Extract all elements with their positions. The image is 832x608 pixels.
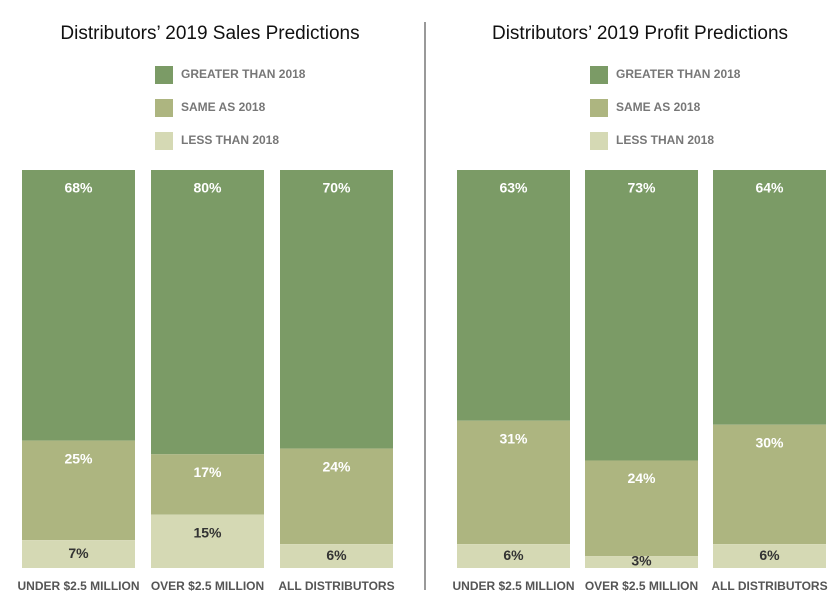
legend-label: SAME AS 2018: [181, 100, 266, 114]
data-label: 73%: [627, 180, 656, 196]
bar-segment: [713, 544, 826, 568]
legend-label: GREATER THAN 2018: [616, 67, 741, 81]
bar-segment: [22, 440, 135, 541]
x-tick-label: OVER $2.5 MILLION: [151, 579, 264, 593]
chart-title: Distributors’ 2019 Profit Predictions: [492, 23, 788, 44]
bar-segment: [151, 170, 264, 455]
data-label: 63%: [499, 180, 528, 196]
legend-label: LESS THAN 2018: [616, 133, 714, 147]
bar-segment: [457, 420, 570, 545]
bar-segment: [585, 170, 698, 461]
bar-segment: [457, 170, 570, 421]
legend-label: GREATER THAN 2018: [181, 67, 306, 81]
bar-segment: [457, 544, 570, 568]
bar-segment: [585, 556, 698, 568]
data-label: 30%: [755, 434, 784, 450]
legend-swatch: [155, 132, 173, 150]
data-label: 31%: [499, 430, 528, 446]
legend-swatch: [590, 132, 608, 150]
data-label: 68%: [64, 180, 93, 196]
data-label: 25%: [64, 450, 93, 466]
legend-label: LESS THAN 2018: [181, 133, 279, 147]
bar-segment: [280, 170, 393, 449]
bar-segment: [713, 424, 826, 545]
bar-segment: [585, 460, 698, 557]
data-label: 3%: [631, 553, 652, 569]
bar-segment: [22, 540, 135, 568]
x-tick-label: UNDER $2.5 MILLION: [452, 579, 574, 593]
data-label: 24%: [322, 458, 351, 474]
data-label: 7%: [68, 545, 89, 561]
data-label: 6%: [503, 547, 524, 563]
bar-segment: [713, 170, 826, 425]
legend-swatch: [155, 66, 173, 84]
data-label: 15%: [193, 524, 222, 540]
data-label: 80%: [193, 180, 222, 196]
x-tick-label: ALL DISTRIBUTORS: [278, 579, 394, 593]
legend-label: SAME AS 2018: [616, 100, 701, 114]
legend-swatch: [590, 99, 608, 117]
data-label: 6%: [326, 547, 347, 563]
bar-segment: [280, 544, 393, 568]
legend-swatch: [155, 99, 173, 117]
bar-segment: [280, 448, 393, 545]
bar-segment: [22, 170, 135, 441]
x-tick-label: OVER $2.5 MILLION: [585, 579, 698, 593]
data-label: 17%: [193, 464, 222, 480]
data-label: 6%: [759, 547, 780, 563]
data-label: 24%: [627, 470, 656, 486]
x-tick-label: UNDER $2.5 MILLION: [17, 579, 139, 593]
chart-title: Distributors’ 2019 Sales Predictions: [60, 23, 359, 44]
bar-segment: [151, 454, 264, 515]
data-label: 64%: [755, 180, 784, 196]
data-label: 70%: [322, 180, 351, 196]
bar-segment: [151, 514, 264, 568]
x-tick-label: ALL DISTRIBUTORS: [711, 579, 827, 593]
legend-swatch: [590, 66, 608, 84]
